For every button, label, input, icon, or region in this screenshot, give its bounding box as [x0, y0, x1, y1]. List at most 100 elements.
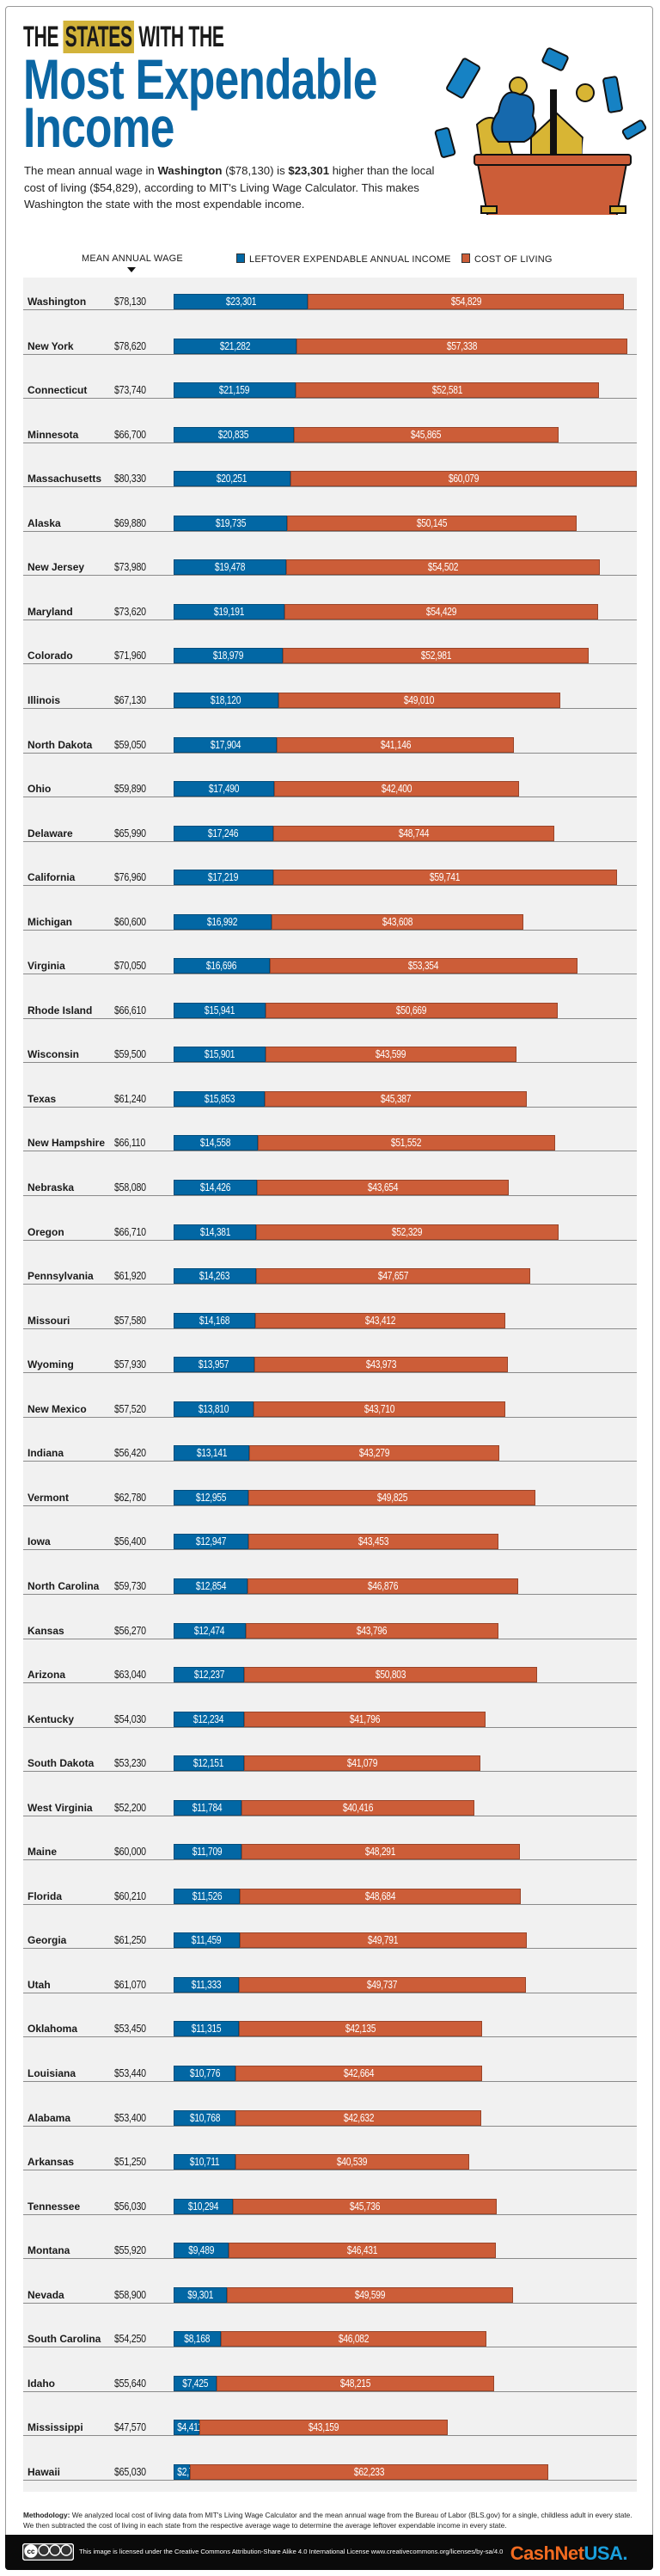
mean-wage-value: $53,230	[114, 1756, 146, 1770]
state-label: New Mexico	[28, 1402, 87, 1415]
leftover-income-bar-label: $17,219	[208, 871, 239, 884]
state-label: Kansas	[28, 1624, 64, 1637]
cost-of-living-bar: $45,736	[233, 2198, 497, 2214]
state-label: Ohio	[28, 783, 52, 796]
leftover-income-bar: $15,853	[174, 1090, 266, 1107]
state-label: Iowa	[28, 1535, 51, 1548]
state-label: Florida	[28, 1889, 63, 1902]
state-label: Indiana	[28, 1447, 64, 1460]
mean-wage-value: $73,620	[114, 604, 146, 618]
cost-of-living-bar: $51,552	[257, 1135, 555, 1151]
cost-of-living-bar: $47,657	[255, 1268, 531, 1285]
row-divider	[23, 2479, 637, 2481]
row-divider	[23, 2390, 637, 2392]
row-divider	[23, 2435, 637, 2437]
leftover-income-bar: $17,904	[174, 736, 278, 753]
creative-commons-icon: cc	[22, 2543, 74, 2561]
intro-bold-amount: $23,301	[288, 164, 330, 177]
page-title: Most Expendable Income	[23, 47, 377, 156]
cost-of-living-bar: $48,215	[216, 2375, 495, 2391]
row-divider	[23, 885, 637, 887]
methodology-label: Methodology:	[23, 2511, 70, 2519]
state-label: Louisiana	[28, 2067, 76, 2079]
cost-of-living-bar-label: $43,279	[358, 1447, 390, 1460]
cost-of-living-bar-label: $54,502	[427, 561, 459, 574]
row-divider	[23, 929, 637, 931]
cost-of-living-bar: $57,338	[296, 338, 627, 354]
state-label: South Dakota	[28, 1757, 95, 1770]
mean-wage-value: $57,580	[114, 1313, 146, 1327]
leftover-income-bar: $11,315	[174, 2021, 239, 2037]
cost-of-living-bar: $49,599	[227, 2286, 514, 2303]
legend-cost-label: COST OF LIVING	[474, 254, 553, 265]
legend-mean-wage: MEAN ANNUAL WAGE	[82, 253, 183, 264]
row-divider	[23, 2036, 637, 2038]
state-label: Arizona	[28, 1669, 66, 1682]
basket-body	[475, 158, 629, 215]
mean-wage-value: $59,890	[114, 782, 146, 796]
mean-wage-value: $71,960	[114, 649, 146, 662]
mean-wage-value: $73,740	[114, 383, 146, 397]
leftover-income-bar: $9,301	[174, 2286, 228, 2303]
leftover-income-bar: $14,426	[174, 1180, 257, 1195]
cost-of-living-bar-label: $52,329	[392, 1225, 423, 1238]
mean-wage-value: $52,200	[114, 1800, 146, 1814]
leftover-income-bar: $13,810	[174, 1401, 254, 1417]
leftover-income-bar-label: $16,696	[206, 960, 237, 973]
row-divider	[23, 1017, 637, 1019]
state-label: Alaska	[28, 516, 61, 529]
leftover-income-bar: $17,246	[174, 825, 273, 841]
cost-of-living-bar: $60,079	[290, 471, 637, 487]
leftover-income-bar: $11,709	[174, 1844, 241, 1860]
leftover-income-bar-label: $13,141	[196, 1447, 227, 1460]
leftover-income-bar: $19,191	[174, 603, 284, 620]
cost-of-living-bar-label: $41,796	[349, 1712, 381, 1725]
leftover-income-bar-label: $11,459	[192, 1934, 222, 1947]
cost-of-living-bar: $43,710	[253, 1401, 505, 1417]
leftover-income-bar: $12,234	[174, 1711, 245, 1727]
mean-wage-value: $65,990	[114, 826, 146, 839]
leftover-income-bar-label: $11,315	[191, 2023, 222, 2036]
cost-of-living-bar: $50,803	[244, 1667, 537, 1683]
row-divider	[23, 1239, 637, 1241]
cost-of-living-bar: $45,865	[293, 426, 559, 443]
cost-of-living-bar: $42,400	[274, 781, 519, 797]
mean-wage-value: $61,250	[114, 1933, 146, 1947]
leftover-income-bar-label: $7,425	[181, 2377, 208, 2390]
state-label: Georgia	[28, 1934, 67, 1947]
cost-of-living-bar: $42,135	[238, 2021, 482, 2037]
cost-of-living-bar: $45,387	[265, 1090, 527, 1107]
leftover-income-bar-label: $4,411	[177, 2421, 203, 2434]
row-divider	[23, 1062, 637, 1064]
cost-of-living-bar-label: $49,825	[376, 1491, 407, 1504]
leftover-income-bar-label: $18,979	[213, 650, 244, 662]
mean-wage-value: $63,040	[114, 1668, 146, 1682]
mean-wage-value: $56,030	[114, 2199, 146, 2213]
row-divider	[23, 840, 637, 842]
leftover-income-bar-label: $15,901	[204, 1048, 235, 1061]
mean-wage-value: $60,600	[114, 914, 146, 928]
cost-of-living-bar-label: $43,710	[364, 1402, 395, 1415]
tree-icon	[491, 91, 537, 143]
leftover-income-bar-label: $11,333	[191, 1978, 222, 1991]
mean-wage-value: $59,050	[114, 737, 146, 751]
leftover-income-bar: $17,219	[174, 870, 273, 886]
cost-of-living-bar: $43,412	[255, 1312, 506, 1328]
mean-wage-value: $55,640	[114, 2376, 146, 2390]
leftover-income-bar: $15,901	[174, 1047, 266, 1063]
row-divider	[23, 1505, 637, 1506]
cost-of-living-bar: $52,581	[295, 382, 599, 399]
leftover-income-bar: $16,696	[174, 958, 271, 974]
brand-part-b: USA.	[584, 2542, 627, 2564]
cost-of-living-bar: $41,796	[244, 1711, 486, 1727]
cost-of-living-bar: $53,354	[270, 958, 578, 974]
cost-of-living-bar: $54,429	[284, 603, 598, 620]
cost-of-living-bar-label: $42,135	[345, 2023, 376, 2036]
cost-of-living-bar: $49,791	[239, 1932, 527, 1949]
state-label: Hawaii	[28, 2465, 61, 2478]
money-bill-icon	[446, 58, 480, 99]
leftover-income-bar-label: $9,489	[187, 2244, 214, 2257]
title-line-1: Most Expendable	[23, 47, 377, 111]
leftover-income-bar: $18,979	[174, 648, 284, 664]
cost-of-living-bar-label: $48,291	[364, 1846, 396, 1859]
